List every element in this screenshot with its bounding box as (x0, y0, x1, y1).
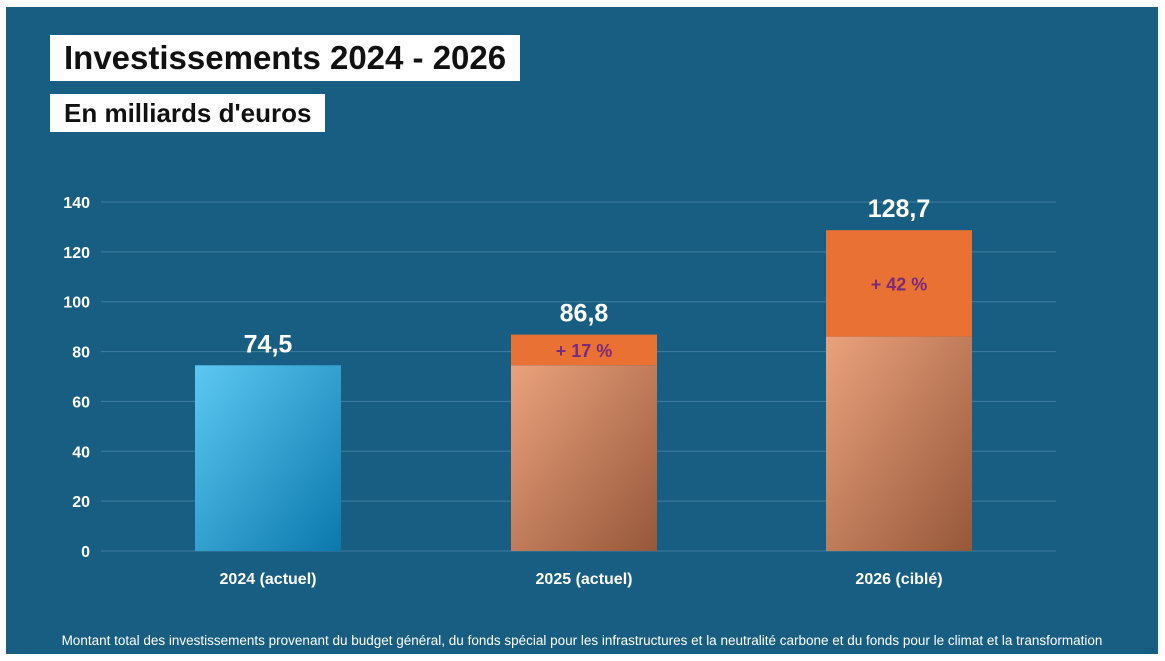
bar-base (511, 365, 657, 551)
y-tick-label: 140 (63, 195, 90, 212)
y-tick-label: 20 (72, 494, 90, 511)
bar-increase (826, 230, 972, 337)
increase-label: + 17 % (556, 341, 613, 361)
bar-base (826, 336, 972, 551)
footnote: Montant total des investissements proven… (61, 633, 1103, 648)
y-tick-label: 120 (63, 245, 90, 262)
chart-title: Investissements 2024 - 2026 (50, 35, 521, 81)
y-tick-label: 100 (63, 295, 90, 312)
bar-increase (511, 334, 657, 366)
increase-label: + 42 % (871, 274, 928, 294)
bar-chart: 0 20 40 60 80 100 120 140 74,5 2024 (actuel) + 17 … (63, 195, 1056, 588)
y-tick-label: 0 (81, 544, 90, 561)
y-tick-label: 40 (72, 444, 90, 461)
x-tick-label: 2026 (ciblé) (855, 571, 942, 588)
chart-subtitle: En milliards d'euros (50, 94, 326, 132)
total-value-label: 86,8 (560, 300, 609, 328)
y-tick-label: 80 (72, 345, 90, 362)
y-tick-label: 60 (72, 394, 90, 411)
x-tick-label: 2024 (actuel) (220, 571, 317, 588)
bar-base (195, 365, 341, 551)
x-tick-label: 2025 (actuel) (536, 571, 633, 588)
total-value-label: 128,7 (868, 195, 931, 223)
chart-canvas: Investissements 2024 - 2026 En milliards… (6, 7, 1158, 654)
total-value-label: 74,5 (244, 330, 293, 358)
